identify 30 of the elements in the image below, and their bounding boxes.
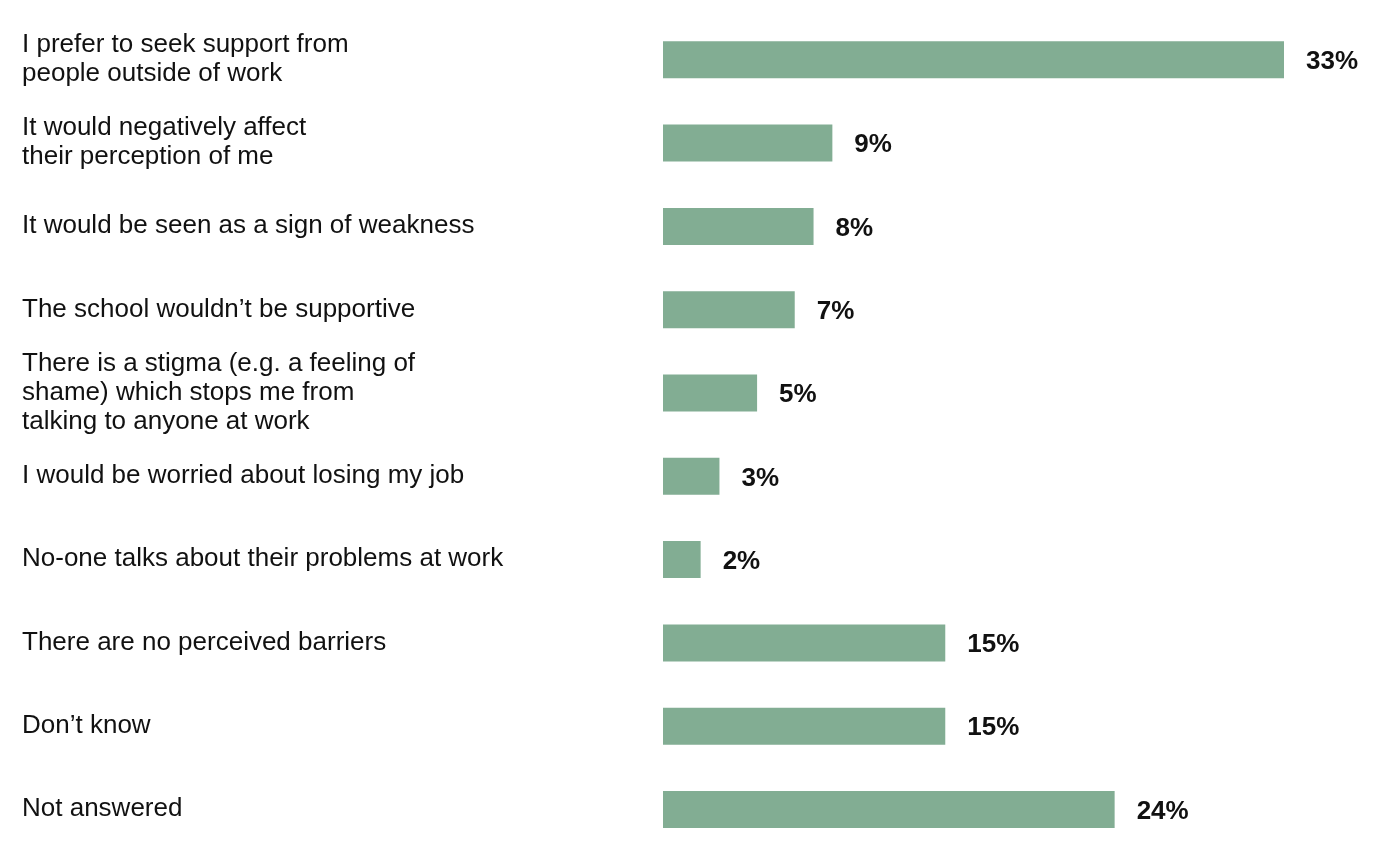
bar [663, 791, 1115, 829]
data-label: 5% [779, 378, 817, 409]
bar [663, 124, 833, 162]
data-label: 2% [722, 544, 761, 575]
data-label: 3% [741, 461, 780, 492]
y-tick-label: It would negatively affect their perception of me [22, 111, 308, 171]
bar [663, 624, 946, 662]
data-label: 8% [835, 211, 874, 242]
y-tick-label: I would be worried about losing my job [22, 459, 465, 490]
bar [663, 457, 720, 495]
y-tick-label: Don’t know [22, 708, 151, 739]
bar [663, 291, 795, 329]
data-label: 9% [854, 128, 892, 159]
y-tick-label: The school wouldn’t be supportive [22, 292, 416, 323]
y-tick-label: There is a stigma (e.g. a feeling of shame) which stops me from talking to anyone at work [22, 346, 416, 435]
bar [663, 41, 1284, 79]
data-label: 15% [967, 711, 1020, 742]
y-tick-label: It would be seen as a sign of weakness [22, 209, 475, 240]
y-tick-label: Not answered [22, 792, 183, 823]
bar [663, 207, 814, 245]
y-tick-label: No-one talks about their problems at work [22, 542, 505, 573]
bar [663, 541, 701, 579]
y-tick-label: I prefer to seek support from people outside of work [22, 28, 349, 88]
data-label: 33% [1306, 45, 1359, 76]
data-label: 24% [1136, 794, 1189, 825]
y-tick-label: There are no perceived barriers [22, 625, 387, 656]
data-label: 15% [967, 628, 1020, 659]
data-label: 7% [816, 294, 855, 325]
bar [663, 374, 758, 412]
bar [663, 707, 946, 745]
